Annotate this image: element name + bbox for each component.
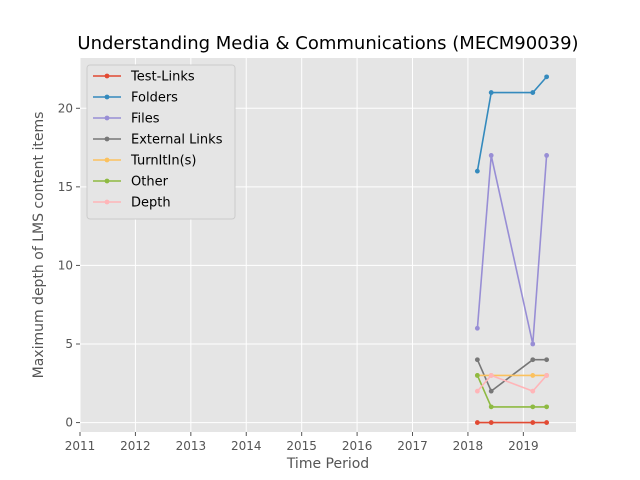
legend-label: Files [131,112,160,127]
legend-label: Folders [131,91,178,106]
y-tick-label: 5 [65,337,73,351]
chart-title: Understanding Media & Communications (ME… [77,33,578,54]
series-line [476,154,548,345]
series-depth [474,373,550,394]
data-point [488,404,494,410]
legend-swatch-marker [104,157,110,163]
data-point [544,404,550,410]
legend-label: Other [131,175,169,190]
x-tick-label: 2014 [231,439,262,453]
legend-swatch-marker [104,73,110,79]
legend-item: Folders [93,91,178,106]
data-point [544,373,550,378]
x-tick-label: 2019 [508,439,539,453]
series-test-links [474,420,550,425]
data-point [488,388,494,394]
series-other [474,373,550,410]
data-point [530,357,536,363]
x-tick-label: 2011 [65,439,96,453]
data-point [474,357,480,363]
legend-box [86,64,236,220]
legend-swatch-marker [104,136,110,142]
data-point [530,90,536,95]
y-axis-label: Maximum depth of LMS content items [31,112,47,379]
data-point [530,388,536,394]
legend-swatch-marker [104,115,110,121]
legend-label: External Links [131,133,223,148]
data-point [530,404,536,410]
legend-item: Other [93,175,169,190]
x-tick-label: 2013 [176,439,207,453]
series-files [474,153,550,347]
legend-swatch-marker [104,178,110,184]
x-tick-label: 2012 [120,439,151,453]
y-tick-label: 15 [58,180,73,194]
data-point [488,420,494,425]
legend-swatch-marker [104,94,110,100]
legend-item: Depth [93,196,171,211]
data-point [488,153,494,158]
data-point [474,373,480,378]
legend-item: External Links [93,133,223,148]
data-point [474,420,480,425]
legend-item: Files [93,112,160,127]
data-point [544,420,550,425]
legend-label: TurnItIn(s) [130,154,196,169]
legend-swatch-marker [104,199,110,205]
data-point [530,341,536,347]
data-point [544,153,550,158]
series-folders [474,74,550,174]
data-point [530,373,536,378]
y-axis-ticks: 0 5 10 15 20 [58,101,80,430]
legend-label: Test-Links [130,70,195,85]
x-tick-label: 2015 [286,439,317,453]
legend: Test-Links Folders Files External Links Turn… [86,64,236,220]
series-layer [474,74,550,425]
data-point [530,420,536,425]
legend-label: Depth [131,196,171,211]
x-tick-label: 2017 [397,439,428,453]
legend-item: TurnItIn(s) [93,154,196,169]
y-tick-label: 20 [58,101,73,115]
data-point [474,388,480,394]
x-tick-label: 2018 [453,439,484,453]
data-point [488,373,494,378]
data-point [544,74,550,80]
data-point [474,325,480,331]
x-axis-label: Time Period [286,456,369,472]
y-tick-label: 10 [58,258,73,272]
data-point [488,90,494,95]
series-line [476,375,547,408]
series-line [476,374,548,392]
series-line [476,76,548,172]
y-tick-label: 0 [65,416,73,430]
x-axis-ticks: 2011 2012 2013 2014 2015 2016 2017 2018 2019 [65,432,539,453]
x-tick-label: 2016 [342,439,373,453]
data-point [544,357,550,363]
data-point [474,168,480,174]
legend-item: Test-Links [93,70,195,85]
